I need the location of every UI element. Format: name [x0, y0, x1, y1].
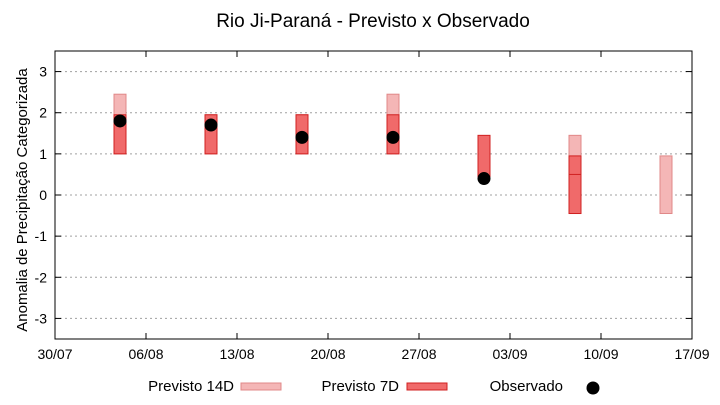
data-marks [113, 93, 673, 215]
x-tick-label: 03/09 [492, 346, 527, 362]
bar-previsto-14d [659, 155, 673, 215]
y-tick-label: 3 [39, 64, 47, 80]
plot-frame [54, 50, 693, 340]
x-tick-label: 30/07 [37, 346, 72, 362]
point-observado [477, 172, 491, 186]
x-tick-label: 06/08 [128, 346, 163, 362]
y-tick-label: 2 [39, 105, 47, 121]
x-tick-label: 10/09 [583, 346, 618, 362]
legend-swatch [406, 382, 448, 391]
legend-swatch [240, 382, 282, 391]
legend-label: Observado [490, 378, 563, 395]
axes: -3 -2 -1 0 1 2 3 30/07 06/08 13/08 20/08 27/08 03/09… [35, 50, 710, 362]
grid [55, 71, 692, 319]
x-tick-label: 13/08 [219, 346, 254, 362]
legend-label: Previsto 7D [321, 378, 399, 395]
x-tick-label: 17/09 [674, 346, 709, 362]
y-tick-label: -1 [35, 228, 48, 244]
y-tick-label: -3 [35, 310, 48, 326]
y-tick-label: -2 [35, 269, 48, 285]
chart-title: Rio Ji-Paraná - Previsto x Observado [216, 11, 530, 32]
bar-previsto-7d [477, 134, 491, 177]
y-tick-label: 0 [39, 187, 47, 203]
bar-previsto-7d [568, 155, 582, 215]
y-tick-label: 1 [39, 146, 47, 162]
point-observado [113, 114, 127, 128]
legend-swatch [586, 381, 600, 395]
point-observado [295, 130, 309, 144]
point-observado [204, 118, 218, 132]
x-tick-label: 20/08 [310, 346, 345, 362]
legend-label: Previsto 14D [148, 378, 234, 395]
legend: Previsto 14D Previsto 7D Observado [148, 378, 600, 395]
y-axis-label: Anomalia de Precipitação Categorizada [14, 68, 31, 332]
x-tick-label: 27/08 [401, 346, 436, 362]
point-observado [386, 130, 400, 144]
